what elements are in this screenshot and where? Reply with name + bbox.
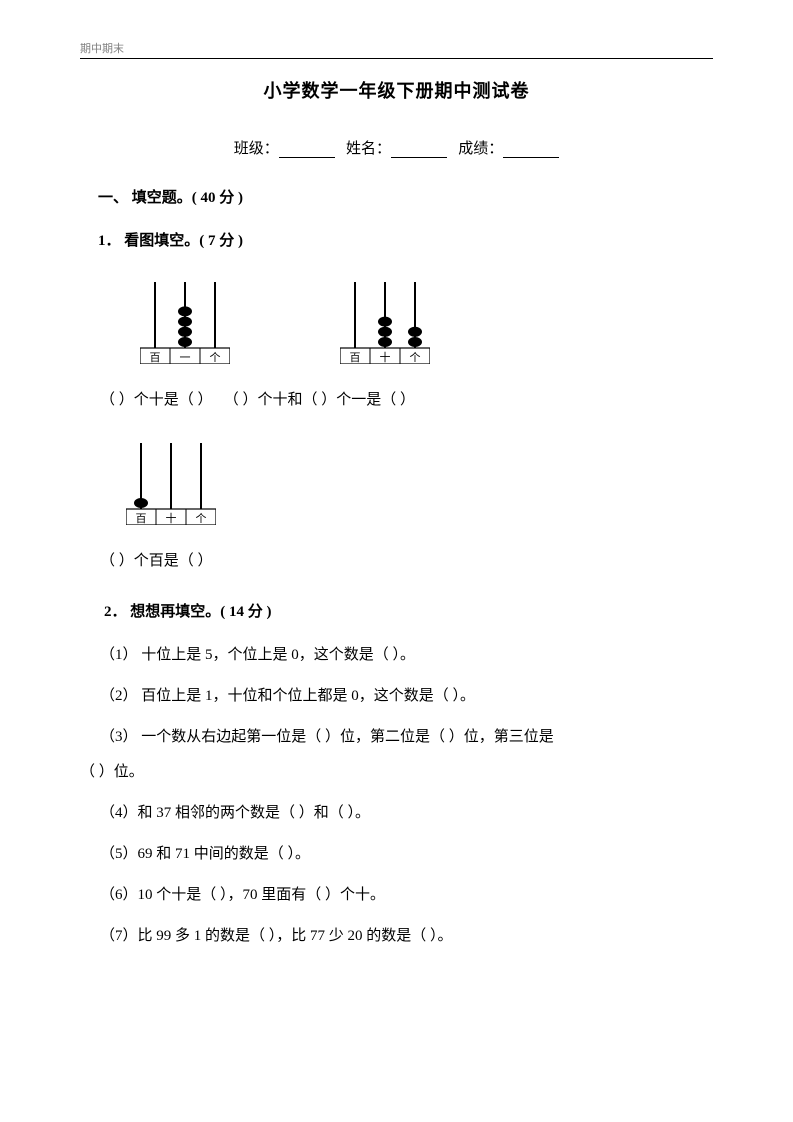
svg-text:百: 百 <box>350 352 361 364</box>
svg-text:一: 一 <box>180 352 191 364</box>
svg-text:十: 十 <box>166 511 177 525</box>
abacus-2: 百十个 <box>340 278 430 364</box>
page-title: 小学数学一年级下册期中测试卷 <box>80 77 713 103</box>
q2-item-6: （6）10 个十是（ ），70 里面有（ ）个十。 <box>100 883 713 904</box>
svg-text:百: 百 <box>136 513 147 525</box>
q2-item-5: （5）69 和 71 中间的数是（ ）。 <box>100 842 713 863</box>
svg-text:个: 个 <box>210 351 221 364</box>
svg-text:个: 个 <box>196 512 207 525</box>
svg-text:十: 十 <box>380 350 391 364</box>
abacus-1: 百一个 <box>140 278 230 364</box>
svg-text:个: 个 <box>410 351 421 364</box>
q1-line1-a: （ ）个十是（ ） <box>100 392 213 408</box>
q2-item-1: （1） 十位上是 5，个位上是 0，这个数是（ ）。 <box>100 643 713 664</box>
q1-heading: 1． 看图填空。( 7 分 ) <box>98 229 713 250</box>
q2-item-2: （2） 百位上是 1，十位和个位上都是 0，这个数是（ ）。 <box>100 684 713 705</box>
abacus-3: 百十个 <box>126 439 713 525</box>
q2-item-3-cont: （ ）位。 <box>80 760 713 781</box>
name-label: 姓名： <box>346 141 391 157</box>
q1-fill-line-1: （ ）个十是（ ） （ ）个十和（ ）个一是（ ） <box>100 388 713 409</box>
q2-heading: 2． 想想再填空。( 14 分 ) <box>104 600 713 621</box>
abacus-row-1: 百一个 百十个 <box>140 278 713 364</box>
name-underline[interactable] <box>391 143 447 158</box>
class-label: 班级： <box>234 141 279 157</box>
info-line: 班级： 姓名： 成绩： <box>80 137 713 158</box>
header-rule <box>80 58 713 59</box>
q2-item-3: （3） 一个数从右边起第一位是（ ）位，第二位是（ ）位，第三位是 <box>100 725 713 746</box>
section-1-heading: 一、 填空题。( 40 分 ) <box>98 186 713 207</box>
abacus-row-2: 百十个 <box>126 439 713 525</box>
score-label: 成绩： <box>458 141 503 157</box>
q1-line1-b: （ ）个十和（ ）个一是（ ） <box>224 392 415 408</box>
class-underline[interactable] <box>279 143 335 158</box>
page-header-label: 期中期末 <box>80 40 713 56</box>
q2-item-4: （4）和 37 相邻的两个数是（ ）和（ ）。 <box>100 801 713 822</box>
svg-text:百: 百 <box>150 352 161 364</box>
q2-item-7: （7）比 99 多 1 的数是（ ），比 77 少 20 的数是（ ）。 <box>100 924 713 945</box>
score-underline[interactable] <box>503 143 559 158</box>
q1-fill-line-2: （ ）个百是（ ） <box>100 549 713 570</box>
